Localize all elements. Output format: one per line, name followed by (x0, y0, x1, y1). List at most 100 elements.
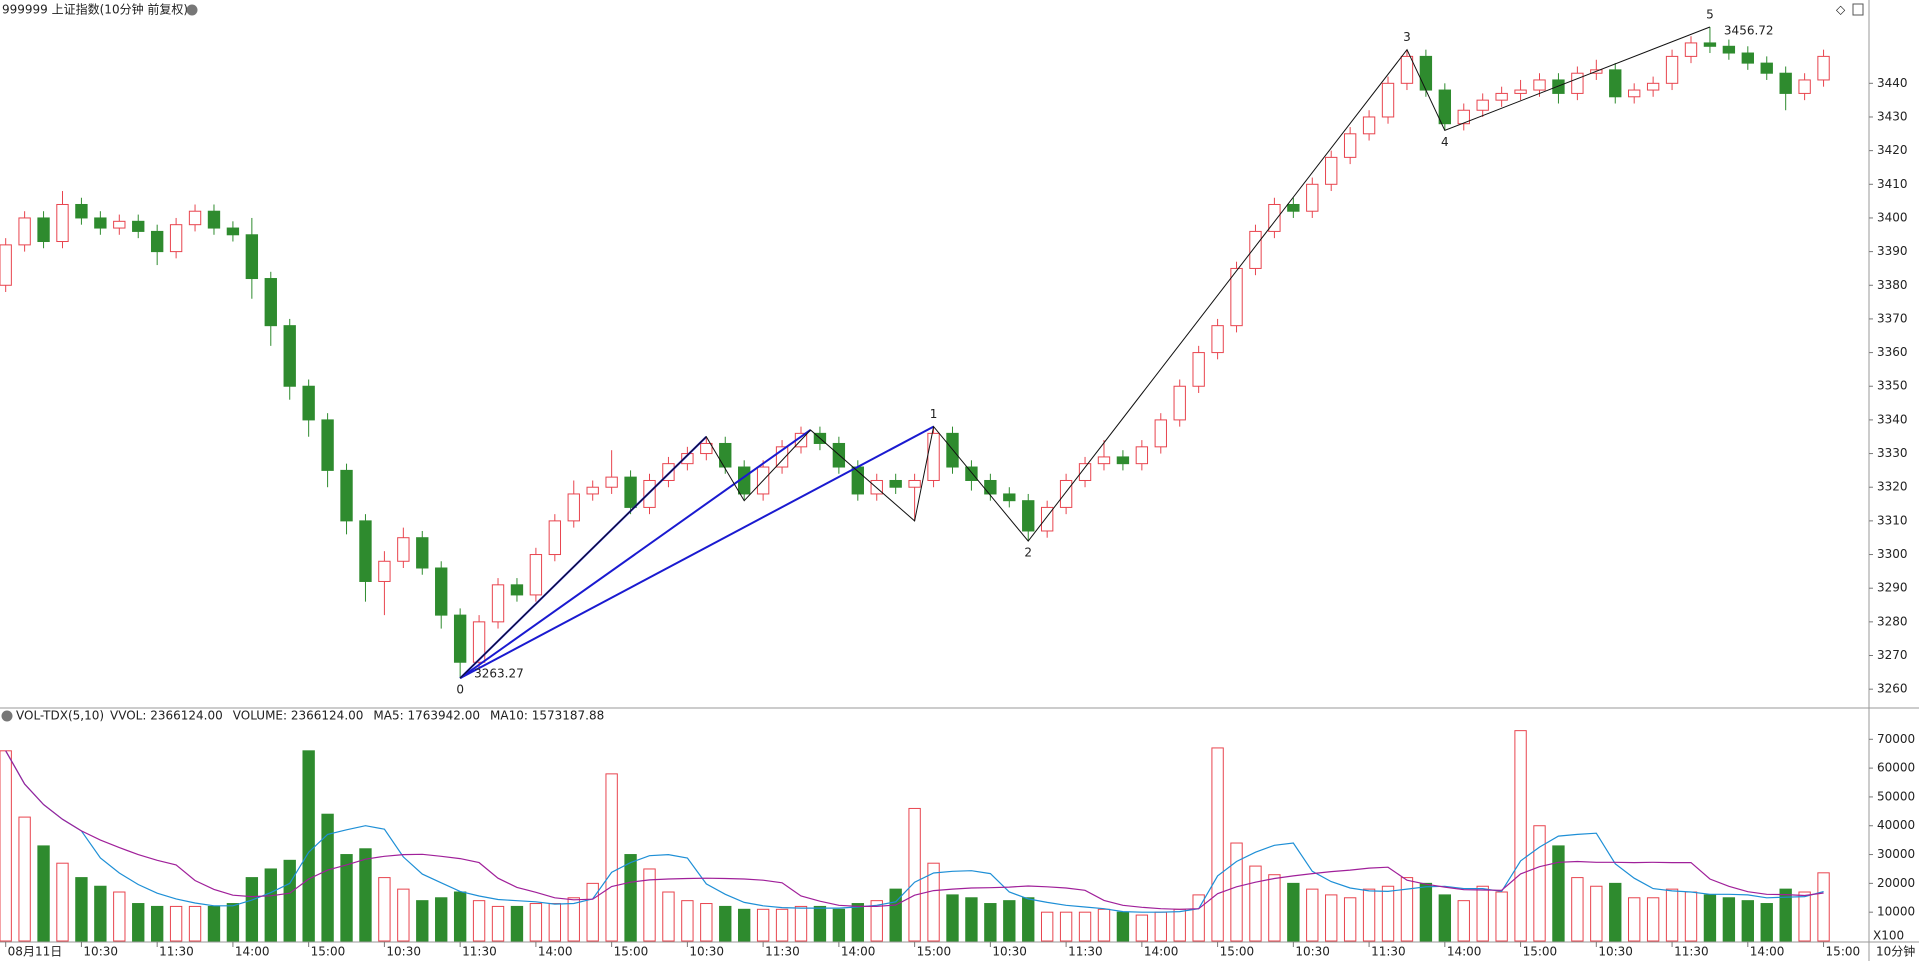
volume-bar (510, 905, 524, 942)
candle-body (245, 234, 259, 280)
candle-body (605, 476, 618, 488)
volume-bar (1230, 842, 1243, 942)
candle-body (548, 520, 562, 556)
period-label: 10分钟 (1876, 944, 1915, 959)
x-tick-label: 14:00 (1447, 945, 1482, 959)
candle-body (491, 584, 505, 623)
candle-body (94, 217, 107, 229)
candle-body (1154, 419, 1167, 448)
y-tick-label: 3440 (1877, 76, 1908, 90)
candle-body (984, 479, 997, 495)
volume-bar (75, 877, 88, 942)
volume-bar (207, 905, 221, 942)
y-tick-label: 3340 (1877, 412, 1908, 426)
candle-body (359, 520, 372, 582)
volume-bar (794, 905, 808, 942)
volume-bar (1533, 825, 1546, 942)
volume-bar (150, 905, 164, 942)
panel-icon[interactable] (1852, 3, 1864, 16)
volume-bar (283, 859, 296, 942)
volume-bar (1022, 897, 1035, 942)
y-tick-label: 3290 (1877, 581, 1908, 595)
y2-tick-label: 40000 (1877, 818, 1915, 832)
candle-body (1135, 446, 1149, 465)
x-tick-label: 15:00 (614, 945, 649, 959)
volume-bar (94, 885, 107, 942)
candle-body (662, 463, 675, 481)
volume-bar (851, 903, 864, 942)
candle-body (1381, 82, 1395, 118)
candle-body (1798, 79, 1811, 94)
volume-bar (1760, 903, 1773, 942)
volume-bar (1287, 882, 1300, 942)
candle-body (397, 537, 410, 562)
y-tick-label: 3360 (1877, 345, 1908, 359)
volume-bar (416, 900, 429, 942)
y-tick-label: 3370 (1877, 311, 1908, 325)
indicator-value: VOLUME: 2366124.00 (233, 709, 364, 723)
indicator-name: VOL-TDX(5,10) (16, 709, 104, 723)
volume-bar (453, 891, 467, 942)
y-tick-label: 3260 (1877, 682, 1908, 696)
volume-bar (1798, 891, 1811, 942)
candle-body (1325, 156, 1338, 185)
volume-bar (1419, 882, 1433, 942)
volume-bar (1381, 885, 1395, 942)
candle-body (510, 584, 524, 596)
candle-body (1609, 69, 1622, 98)
x-tick-label: 10:30 (689, 945, 724, 959)
candle-body (37, 217, 50, 243)
volume-bar (1514, 730, 1527, 942)
volume-bar (719, 905, 732, 942)
volume-bar (832, 908, 846, 942)
candle-body (1741, 52, 1754, 64)
candle-body (302, 385, 315, 421)
volume-bar (1495, 891, 1508, 942)
indicator-menu[interactable] (1, 710, 13, 722)
draw-icon[interactable]: ◇ (1836, 3, 1846, 17)
candle-body (1230, 267, 1243, 327)
volume-bar (908, 807, 921, 942)
volume-bar (1703, 894, 1717, 942)
y-tick-label: 3400 (1877, 210, 1908, 224)
volume-bar (1609, 882, 1622, 942)
candle-body (1211, 325, 1224, 354)
trend-line (459, 425, 935, 680)
candle-body (1722, 45, 1736, 54)
volume-bar (321, 813, 334, 942)
volume-bar (529, 903, 543, 942)
volume-bar (1211, 747, 1224, 942)
volume-bar (927, 862, 940, 942)
candle-body (1684, 42, 1698, 57)
volume-bar (1116, 911, 1130, 942)
volume-bar (1325, 894, 1338, 942)
volume-bar (984, 903, 997, 942)
candle-body (18, 217, 31, 246)
x-tick-label: 08月11日 (8, 945, 63, 959)
volume-bar (889, 888, 902, 942)
volume-bar (1249, 865, 1262, 942)
x-tick-label: 15:00 (917, 945, 952, 959)
candle-body (681, 453, 694, 465)
volume-bar (226, 903, 240, 942)
title-menu[interactable] (186, 4, 198, 16)
y2-tick-label: 70000 (1877, 732, 1915, 746)
volume-bar (188, 905, 202, 942)
x-tick-label: 11:30 (462, 945, 497, 959)
volume-bar (643, 868, 656, 942)
volume-bar (548, 903, 562, 942)
volume-bar (681, 900, 694, 942)
volume-bar (1154, 911, 1167, 942)
candle-body (264, 278, 277, 327)
x-tick-label: 11:30 (1674, 945, 1709, 959)
volume-bar (605, 773, 618, 942)
candle-body (1476, 99, 1489, 111)
candle-body (1116, 456, 1130, 465)
candle-body (453, 614, 467, 663)
candle-body (188, 210, 202, 226)
candle-body (1571, 72, 1584, 94)
x-tick-label: 11:30 (765, 945, 800, 959)
x-tick-label: 14:00 (235, 945, 270, 959)
volume-bar (1343, 897, 1357, 942)
volume-bar (1646, 897, 1660, 942)
